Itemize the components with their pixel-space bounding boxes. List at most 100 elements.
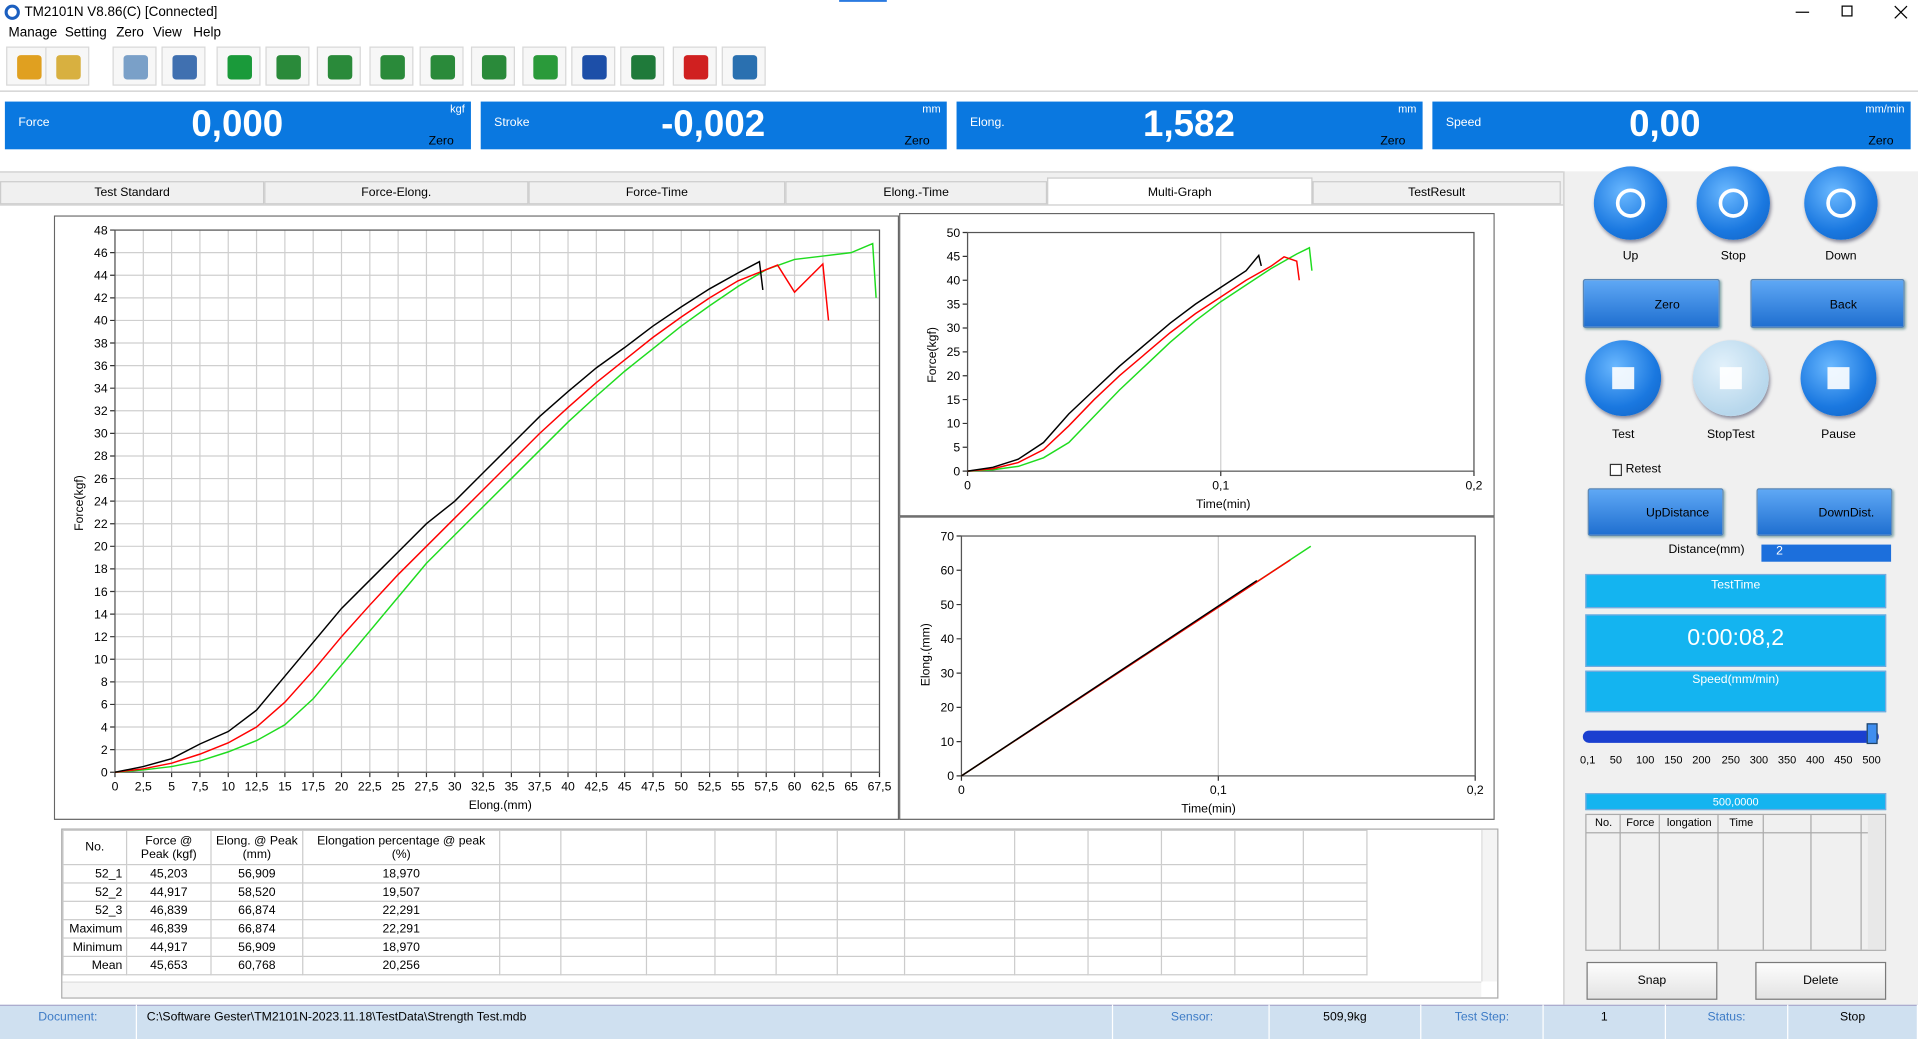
display-zero[interactable]: Zero (904, 134, 930, 149)
toolbar-button[interactable] (470, 46, 515, 86)
x-tick-label: 67,5 (868, 780, 892, 794)
x-tick-label: 35 (505, 780, 519, 794)
table-cell (499, 955, 562, 976)
tab[interactable]: Test Standard (0, 181, 265, 205)
distance-input[interactable]: 2 (1761, 544, 1892, 562)
log-scrollbar[interactable] (1867, 815, 1885, 950)
display-zero[interactable]: Zero (1868, 134, 1894, 149)
table-cell (1234, 937, 1304, 958)
toolbar-button[interactable] (216, 46, 261, 86)
distance-button[interactable]: DownDist. (1756, 488, 1893, 537)
toolbar-button[interactable] (112, 46, 157, 86)
table-cell (714, 919, 777, 939)
display-unit: kgf (450, 102, 465, 116)
menu-item[interactable]: Manage (8, 25, 58, 41)
display-zero[interactable]: Zero (428, 134, 454, 149)
zero-button[interactable]: Zero (1582, 279, 1720, 328)
table-row[interactable]: 52_2 44,917 58,520 19,507 (62, 882, 1368, 902)
toolbar-button[interactable] (672, 46, 717, 86)
toolbar-button[interactable] (6, 46, 51, 86)
y-tick-label: 44 (94, 269, 108, 283)
toolbar-button[interactable] (45, 46, 90, 86)
display-zero[interactable]: Zero (1380, 134, 1406, 149)
y-tick-label: 28 (94, 449, 108, 463)
speed-slider-thumb[interactable] (1866, 723, 1878, 745)
table-cell (775, 882, 838, 902)
toolbar-button[interactable] (721, 46, 766, 86)
x-tick-label: 0,1 (1210, 783, 1227, 797)
x-tick-label: 65 (844, 780, 858, 794)
table-scrollbar-h[interactable] (62, 981, 1482, 998)
table-cell (1160, 900, 1236, 921)
test-time-label: TestTime (1585, 573, 1887, 609)
toolbar-button[interactable] (161, 46, 206, 86)
round-button[interactable] (1696, 166, 1770, 240)
table-row[interactable]: Mean 45,653 60,768 20,256 (62, 955, 1368, 976)
log-column (1719, 815, 1764, 950)
toolbar-button[interactable] (419, 46, 464, 86)
table-cell: 56,909 (210, 937, 304, 958)
table-row[interactable]: Minimum 44,917 56,909 18,970 (62, 937, 1368, 958)
snap-button[interactable]: Snap (1586, 961, 1718, 1000)
table-cell (645, 919, 716, 939)
status-label: Sensor: (1116, 1004, 1270, 1039)
table-row[interactable]: 52_3 46,839 66,874 22,291 (62, 900, 1368, 921)
x-axis-title: Time(min) (1181, 802, 1236, 816)
delete-button[interactable]: Delete (1755, 961, 1887, 1000)
toolbar-button[interactable] (265, 46, 310, 86)
retest-checkbox[interactable] (1609, 463, 1622, 477)
plot-frame (114, 229, 881, 773)
tab[interactable]: Force-Time (528, 181, 786, 205)
status-value: C:\Software Gester\TM2101N-2023.11.18\Te… (137, 1004, 1114, 1039)
y-tick-label: 2 (101, 743, 108, 757)
toolbar-button[interactable] (369, 46, 414, 86)
table-scrollbar-v[interactable] (1481, 829, 1498, 982)
y-tick-label: 34 (94, 381, 108, 395)
toolbar-button[interactable] (571, 46, 616, 86)
status-value: 509,9kg (1270, 1004, 1422, 1039)
restore-icon[interactable] (1841, 5, 1853, 17)
toolbar-icon (276, 55, 301, 80)
tab[interactable]: Elong.-Time (785, 181, 1048, 205)
toolbar-button[interactable] (522, 46, 567, 86)
toolbar-icon (17, 55, 42, 80)
table-cell (560, 900, 648, 921)
table-cell: 66,874 (210, 900, 304, 921)
round-button[interactable] (1593, 166, 1668, 240)
tab[interactable]: Multi-Graph (1047, 177, 1313, 206)
round-button[interactable] (1800, 340, 1877, 417)
y-tick-label: 40 (94, 314, 108, 328)
menu-item[interactable]: Help (193, 25, 221, 41)
y-tick-label: 45 (947, 250, 961, 264)
back-label: Back (1829, 298, 1857, 313)
tab[interactable]: TestResult (1312, 181, 1561, 205)
header-row: No. Force @ Peak (kgf) Elong. @ Peak (mm) E… (62, 829, 1368, 866)
table-cell (1014, 937, 1089, 958)
zero-label: Zero (1654, 298, 1680, 313)
table-cell (775, 900, 838, 921)
column-header (714, 829, 777, 866)
round-button[interactable] (1804, 166, 1878, 240)
distance-button-label: UpDistance (1646, 506, 1710, 521)
table-cell (775, 863, 838, 884)
menu-item[interactable]: Setting (64, 25, 107, 41)
status-label: Test Step: (1421, 1004, 1544, 1039)
close-icon[interactable] (1894, 5, 1908, 19)
table-row[interactable]: Maximum 46,839 66,874 22,291 (62, 919, 1368, 939)
x-tick-label: 60 (788, 780, 802, 794)
back-button[interactable]: Back (1750, 279, 1905, 328)
y-axis-title: Force(kgf) (72, 475, 86, 531)
button-icon (1719, 367, 1742, 390)
tab[interactable]: Force-Elong. (264, 181, 529, 205)
menu-item[interactable]: Zero (116, 25, 144, 41)
toolbar-button[interactable] (620, 46, 665, 86)
table-cell: 56,909 (210, 863, 304, 884)
menu-item[interactable]: View (152, 25, 182, 41)
toolbar-button[interactable] (316, 46, 361, 86)
column-header: No. (62, 829, 128, 866)
distance-button[interactable]: UpDistance (1587, 488, 1724, 537)
round-button[interactable] (1585, 340, 1662, 417)
button-icon (1718, 188, 1748, 218)
table-row[interactable]: 52_1 45,203 56,909 18,970 (62, 863, 1368, 884)
x-tick-label: 30 (448, 780, 462, 794)
